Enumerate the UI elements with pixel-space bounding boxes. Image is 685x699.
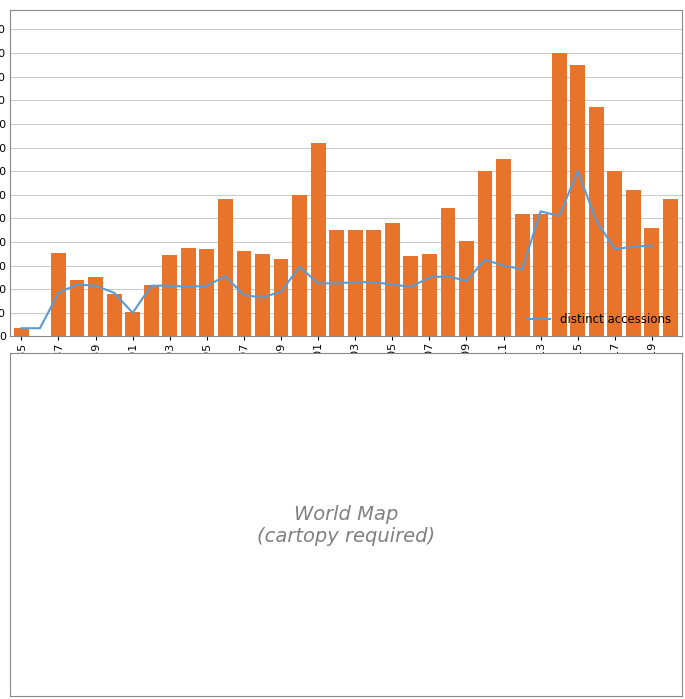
Bar	[422, 254, 437, 336]
Text: World Map
(cartopy required): World Map (cartopy required)	[257, 505, 435, 546]
Bar	[255, 254, 270, 336]
Bar	[477, 171, 493, 336]
Bar	[14, 329, 29, 336]
Bar	[51, 252, 66, 336]
Bar	[199, 249, 214, 336]
Bar	[144, 284, 159, 336]
Bar	[366, 230, 381, 336]
Bar	[236, 252, 251, 336]
Legend: distinct accessions: distinct accessions	[522, 308, 675, 331]
Bar	[181, 248, 196, 336]
Bar	[496, 159, 511, 336]
X-axis label: year: year	[331, 410, 361, 422]
Bar	[645, 228, 660, 336]
Bar	[125, 312, 140, 336]
Bar	[459, 241, 474, 336]
Bar	[551, 53, 566, 336]
Bar	[440, 208, 456, 336]
Bar	[663, 199, 678, 336]
Bar	[403, 256, 419, 336]
Bar	[589, 108, 603, 336]
Bar	[162, 255, 177, 336]
Bar	[514, 214, 530, 336]
Bar	[385, 223, 400, 336]
Bar	[626, 190, 640, 336]
Bar	[348, 230, 362, 336]
Bar	[70, 280, 84, 336]
Bar	[329, 230, 344, 336]
Bar	[292, 195, 307, 336]
Bar	[311, 143, 325, 336]
Bar	[608, 171, 622, 336]
Bar	[218, 199, 233, 336]
Bar	[107, 294, 121, 336]
Bar	[571, 65, 585, 336]
Bar	[273, 259, 288, 336]
Bar	[533, 214, 548, 336]
Bar	[88, 278, 103, 336]
